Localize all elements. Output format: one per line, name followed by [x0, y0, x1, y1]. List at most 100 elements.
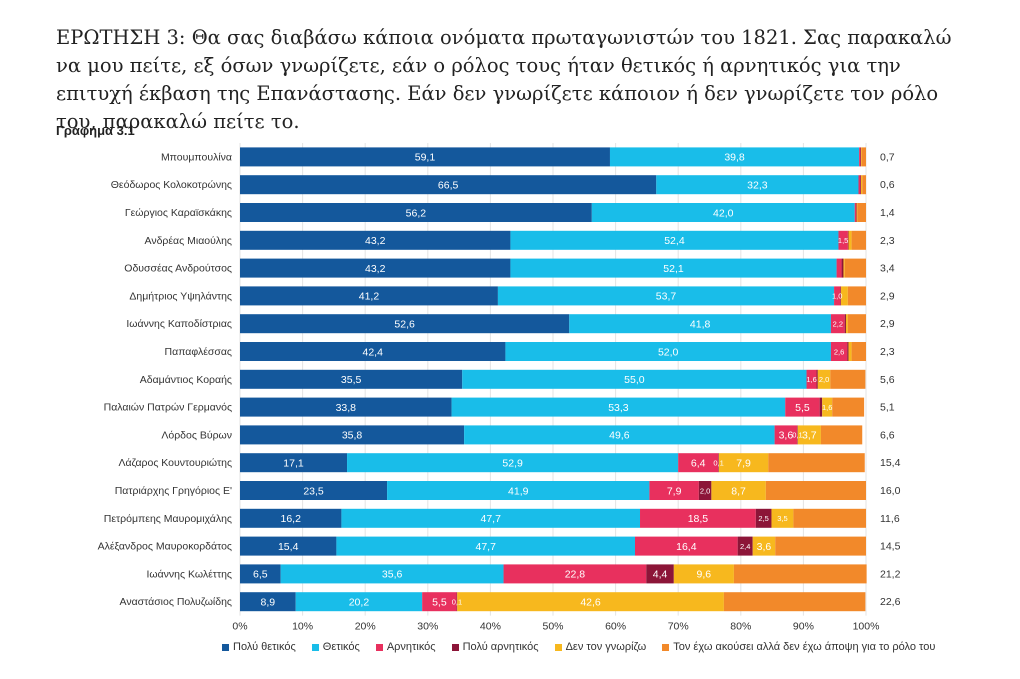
- right-value-label: 1,4: [880, 207, 895, 219]
- bar-segment: [569, 314, 831, 334]
- bar-segment: [718, 453, 719, 473]
- category-label: Θεόδωρος Κολοκοτρώνης: [111, 179, 232, 191]
- right-value-label: 11,6: [880, 513, 900, 525]
- bar-segment: [860, 175, 861, 195]
- right-value-label: 15,4: [880, 457, 901, 469]
- bar-segment: [510, 258, 837, 278]
- category-label: Γεώργιος Καραϊσκάκης: [125, 207, 232, 219]
- bar-segment: [848, 342, 852, 361]
- bar-segment: [457, 592, 724, 612]
- bar-value-label: 42,4: [362, 346, 383, 358]
- bar-segment: [862, 175, 866, 195]
- bar-value-label: 43,2: [365, 263, 386, 275]
- right-value-labels: 0,7 0,6 1,4 2,3 3,4 2,9 2,9 2,3 5,6 5,1 6,6 15,4 16,…: [880, 151, 901, 608]
- bar-value-label: 52,6: [394, 319, 415, 331]
- bar-segment: [240, 203, 592, 222]
- bar-value-label: 1,5: [838, 236, 848, 245]
- bar-segment: [462, 369, 807, 389]
- bar-value-label: 52,9: [502, 458, 523, 470]
- legend-item: Πολύ αρνητικός: [451, 641, 539, 653]
- bar-segment: [656, 175, 859, 195]
- bar-segment: [857, 203, 866, 222]
- bar-segment: [240, 314, 570, 334]
- bar-segment: [711, 481, 766, 500]
- bar-value-label: 20,2: [349, 597, 370, 609]
- bar-value-label: 53,3: [608, 402, 629, 414]
- bar-segment: [640, 508, 756, 528]
- bar-segment: [830, 314, 845, 334]
- right-value-label: 2,9: [880, 318, 895, 330]
- x-tick-label: 10%: [292, 621, 313, 633]
- bar-value-label: 5,5: [432, 597, 447, 609]
- bar-segment: [840, 286, 841, 306]
- right-value-label: 14,5: [880, 541, 901, 553]
- bar-segment: [860, 147, 862, 167]
- bar-segment: [635, 536, 738, 556]
- legend-item: Δεν τον γνωρίζω: [554, 641, 647, 653]
- bar-value-label: 0,1: [713, 459, 723, 468]
- legend-swatch: [554, 643, 562, 651]
- bar-segment: [240, 564, 281, 584]
- bar-value-label: 8,7: [731, 485, 746, 497]
- bar-segment: [341, 508, 641, 528]
- bar-value-label: 6,4: [691, 458, 706, 470]
- bar-segment: [806, 369, 817, 389]
- bar-value-label: 42,0: [713, 207, 734, 219]
- x-tick-label: 40%: [480, 621, 501, 633]
- right-value-label: 16,0: [880, 485, 901, 497]
- bar-segment: [510, 230, 839, 250]
- bar-value-label: 18,5: [688, 513, 709, 525]
- legend-label: Τον έχω ακούσει αλλά δεν έχω άποψη για τ…: [673, 641, 936, 653]
- bar-segment: [847, 286, 866, 306]
- bar-segment: [240, 453, 348, 473]
- bar-value-label: 33,8: [336, 402, 357, 414]
- bar-segment: [240, 175, 657, 195]
- bar-segment: [336, 536, 636, 556]
- bar-value-label: 52,4: [664, 235, 685, 247]
- bar-segment: [240, 342, 506, 361]
- bar-value-label: 53,7: [656, 291, 677, 303]
- bar-value-label: 43,2: [365, 235, 386, 247]
- bar-value-label: 7,9: [736, 458, 751, 470]
- bar-value-label: 1,6: [822, 403, 832, 412]
- category-label: Μπουμπουλίνα: [161, 151, 232, 163]
- bar-segment: [649, 481, 699, 500]
- bar-segment: [752, 536, 776, 556]
- bar-segment: [347, 453, 679, 473]
- category-labels: Μπουμπουλίνα Θεόδωρος Κολοκοτρώνης Γεώργιο…: [98, 151, 232, 608]
- bar-segment: [834, 286, 841, 306]
- right-value-label: 3,4: [880, 263, 895, 275]
- right-value-label: 0,7: [880, 151, 895, 163]
- bar-value-label: 3,6: [779, 430, 794, 442]
- category-label: Οδυσσέας Ανδρούτσος: [124, 263, 232, 275]
- bar-value-label: 41,8: [690, 319, 711, 331]
- right-value-label: 5,6: [880, 374, 895, 386]
- right-value-label: 5,1: [880, 402, 895, 414]
- bar-value-label: 47,7: [480, 513, 501, 525]
- x-tick-label: 100%: [853, 621, 880, 633]
- bar-segment: [775, 536, 866, 556]
- bar-value-label: 41,2: [359, 291, 380, 303]
- bar-segment: [240, 481, 388, 500]
- bar-segment: [718, 453, 769, 473]
- bar-value-label: 1,6: [806, 375, 816, 384]
- stacked-bar-chart: Μπουμπουλίνα Θεόδωρος Κολοκοτρώνης Γεώργιο…: [98, 143, 901, 633]
- legend-swatch: [662, 643, 670, 651]
- right-value-label: 0,6: [880, 179, 895, 191]
- bar-segment: [240, 425, 465, 445]
- bar-value-label: 3,6: [757, 541, 772, 553]
- x-tick-label: 20%: [355, 621, 376, 633]
- category-label: Ιωάννης Κωλέττης: [146, 568, 232, 580]
- bar-segment: [822, 397, 833, 417]
- legend-label: Δεν τον γνωρίζω: [565, 641, 647, 653]
- right-value-label: 2,3: [880, 235, 895, 247]
- legend-item: Θετικός: [311, 641, 360, 653]
- category-label: Ανδρέας Μιαούλης: [145, 235, 233, 247]
- bar-value-label: 35,5: [341, 374, 362, 386]
- bar-value-label: 35,6: [382, 569, 403, 581]
- bar-segment: [854, 203, 856, 222]
- right-value-label: 6,6: [880, 429, 895, 441]
- bar-value-label: 6,5: [253, 569, 268, 581]
- x-tick-label: 0%: [232, 621, 247, 633]
- category-label: Λάζαρος Κουντουριώτης: [118, 457, 232, 469]
